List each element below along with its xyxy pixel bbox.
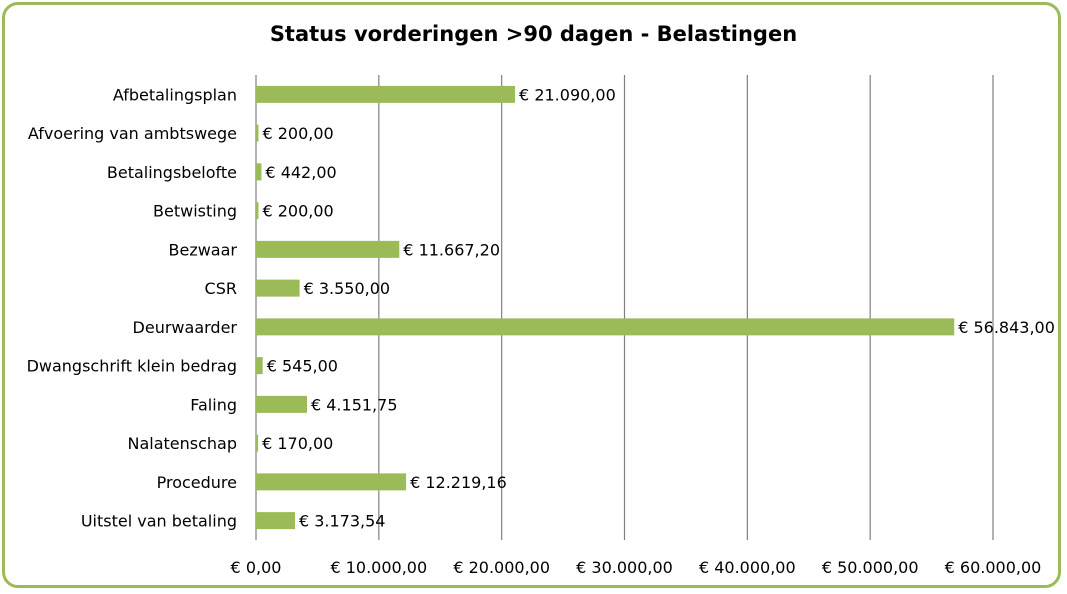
bar [256, 124, 259, 142]
data-label: € 3.173,54 [299, 512, 386, 531]
bar [256, 434, 259, 452]
bar [256, 318, 955, 336]
data-label: € 3.550,00 [304, 279, 391, 298]
bars [256, 85, 955, 530]
category-label: Bezwaar [169, 240, 238, 259]
gridlines [255, 75, 994, 540]
x-tick-label: € 60.000,00 [945, 558, 1042, 577]
bar [256, 395, 307, 413]
data-label: € 21.090,00 [519, 85, 616, 104]
x-tick-label: € 50.000,00 [822, 558, 919, 577]
category-label: CSR [205, 279, 237, 298]
category-label: Procedure [157, 473, 237, 492]
bar [256, 512, 295, 530]
data-label: € 200,00 [262, 124, 333, 143]
x-tick-label: € 20.000,00 [453, 558, 550, 577]
category-label: Afbetalingsplan [113, 85, 237, 104]
chart-frame [2, 2, 1061, 588]
category-label: Afvoering van ambtswege [28, 124, 237, 143]
x-axis-tick-labels: € 0,00 € 10.000,00 € 20.000,00 € 30.000,00 €… [231, 558, 1042, 577]
category-label: Uitstel van betaling [81, 512, 237, 531]
data-label: € 545,00 [267, 357, 338, 376]
category-label: Nalatenschap [127, 434, 237, 453]
data-label: € 200,00 [262, 202, 333, 221]
data-label: € 170,00 [262, 434, 333, 453]
bar [256, 163, 262, 181]
x-tick-label: € 40.000,00 [699, 558, 796, 577]
bar [256, 240, 400, 258]
data-label: € 56.843,00 [958, 318, 1055, 337]
data-label: € 442,00 [265, 163, 336, 182]
x-tick-label: € 0,00 [231, 558, 282, 577]
category-label: Betwisting [153, 202, 237, 221]
chart-title: Status vorderingen >90 dagen - Belasting… [269, 22, 798, 46]
data-labels: € 21.090,00 € 200,00 € 442,00 € 200,00 € 11.… [262, 85, 1055, 530]
bar [256, 357, 263, 375]
data-label: € 12.219,16 [410, 473, 507, 492]
bar [256, 473, 407, 491]
category-label: Dwangschrift klein bedrag [27, 357, 237, 376]
bar [256, 279, 300, 297]
x-tick-label: € 10.000,00 [330, 558, 427, 577]
category-label: Betalingsbelofte [107, 163, 237, 182]
data-label: € 4.151,75 [311, 395, 398, 414]
bar [256, 202, 259, 220]
category-label: Faling [190, 395, 237, 414]
category-labels: Afbetalingsplan Afvoering van ambtswege Be… [27, 85, 238, 530]
category-label: Deurwaarder [133, 318, 238, 337]
data-label: € 11.667,20 [403, 240, 500, 259]
bar [256, 85, 516, 103]
x-tick-label: € 30.000,00 [576, 558, 673, 577]
